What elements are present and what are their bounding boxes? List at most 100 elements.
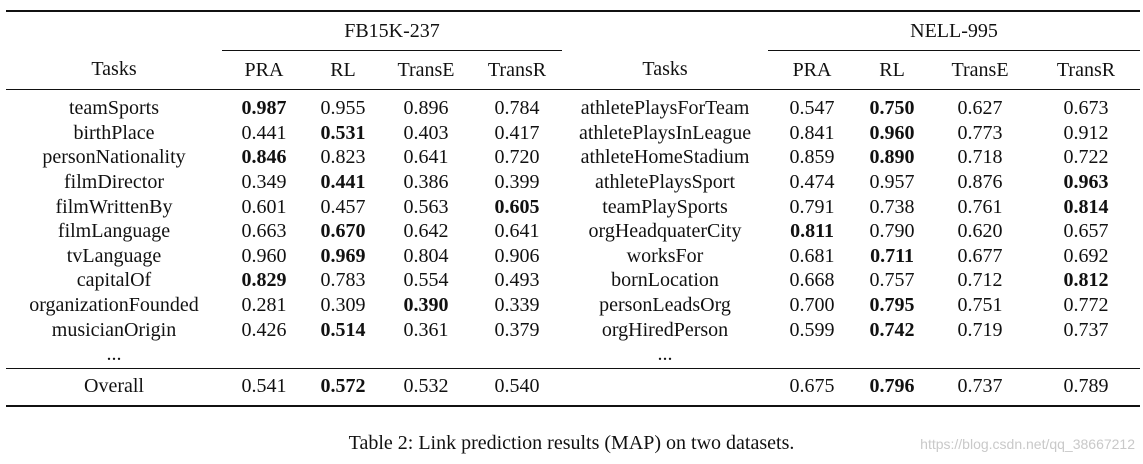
overall-cell: 0.737	[928, 367, 1033, 407]
task-name: personLeadsOrg	[599, 294, 731, 317]
score-cell: 0.361	[403, 318, 449, 341]
score-cell: 0.657	[1063, 220, 1109, 243]
score-cell: 0.493	[494, 269, 540, 292]
score-cell: 0.641	[494, 220, 540, 243]
task-name: bornLocation	[611, 269, 719, 292]
score-cell: 0.417	[494, 121, 540, 144]
watermark: https://blog.csdn.net/qq_38667212	[920, 436, 1135, 452]
score-cell: 0.742	[869, 318, 915, 341]
score-cell: 0.601	[241, 195, 287, 218]
score-cell: 0.791	[789, 195, 835, 218]
col-header: RL	[879, 58, 905, 81]
score-cell: 0.668	[789, 269, 835, 292]
overall-cell: 0.675	[768, 367, 857, 407]
task-name: worksFor	[626, 244, 704, 267]
task-name: organizationFounded	[29, 294, 199, 317]
column-header-row: Tasks PRA RL TransE TransR Tasks PRA RL …	[6, 51, 1141, 90]
table-row: capitalOf 0.829 0.783 0.554 0.493 bornLocatio…	[6, 268, 1140, 293]
score-cell: 0.811	[790, 220, 834, 243]
score-cell: 0.403	[403, 121, 449, 144]
table-row: filmDirector 0.349 0.441 0.386 0.399 athleteP…	[6, 170, 1140, 195]
score-cell: 0.718	[957, 146, 1003, 169]
table-row: birthPlace 0.441 0.531 0.403 0.417 athletePla…	[6, 121, 1140, 146]
score-cell: 0.859	[789, 146, 835, 169]
task-name: personNationality	[42, 146, 186, 169]
score-cell: 0.814	[1063, 195, 1109, 218]
score-cell: 0.841	[789, 121, 835, 144]
task-name: capitalOf	[76, 269, 152, 292]
score-cell: 0.737	[1063, 318, 1109, 341]
table-caption: Table 2: Link prediction results (MAP) o…	[348, 432, 795, 454]
group-fb15k: FB15K-237	[222, 11, 563, 51]
score-cell: 0.957	[869, 171, 915, 194]
score-cell: 0.969	[320, 244, 366, 267]
score-cell: 0.563	[403, 195, 449, 218]
score-cell: 0.620	[957, 220, 1003, 243]
task-name: athletePlaysInLeague	[578, 121, 752, 144]
score-cell: 0.761	[957, 195, 1003, 218]
col-header: PRA	[244, 58, 284, 81]
score-cell: 0.906	[494, 244, 540, 267]
score-cell: 0.281	[241, 294, 287, 317]
overall-cell: 0.541	[222, 367, 306, 407]
table-body: teamSports 0.987 0.955 0.896 0.784 athletePla…	[6, 90, 1140, 342]
table-row: teamSports 0.987 0.955 0.896 0.784 athletePla…	[6, 90, 1140, 121]
score-cell: 0.599	[789, 318, 835, 341]
col-header: Tasks	[642, 58, 688, 81]
col-header: TransE	[397, 58, 455, 81]
table-row: organizationFounded 0.281 0.309 0.390 0.339 p…	[6, 293, 1140, 318]
score-cell: 0.773	[957, 121, 1003, 144]
overall-row: Overall 0.541 0.572 0.532 0.540 0.675 0.…	[6, 367, 1141, 407]
score-cell: 0.750	[869, 97, 915, 120]
results-table-container: FB15K-237 NELL-995 Tasks PRA RL TransE T…	[6, 10, 1141, 407]
score-cell: 0.795	[869, 294, 915, 317]
col-header: RL	[330, 58, 356, 81]
ellipsis-right: ...	[657, 343, 673, 366]
score-cell: 0.441	[241, 121, 287, 144]
score-cell: 0.514	[320, 318, 366, 341]
col-header: TransR	[487, 58, 547, 81]
task-name: tvLanguage	[66, 244, 162, 267]
score-cell: 0.386	[403, 171, 449, 194]
score-cell: 0.823	[320, 146, 366, 169]
task-name: athletePlaysSport	[595, 171, 735, 194]
table-row: tvLanguage 0.960 0.969 0.804 0.906 worksFor 0.…	[6, 244, 1140, 269]
group-nell: NELL-995	[768, 11, 1141, 51]
group-header-row: FB15K-237 NELL-995	[6, 11, 1141, 51]
score-cell: 0.846	[241, 146, 287, 169]
table-row: personNationality 0.846 0.823 0.641 0.720 ath…	[6, 145, 1140, 170]
table-row: musicianOrigin 0.426 0.514 0.361 0.379 orgHir…	[6, 317, 1140, 342]
score-cell: 0.399	[494, 171, 540, 194]
task-name: teamSports	[69, 97, 159, 120]
score-cell: 0.751	[957, 294, 1003, 317]
task-name: teamPlaySports	[602, 195, 728, 218]
task-name: filmWrittenBy	[55, 195, 173, 218]
score-cell: 0.390	[403, 294, 449, 317]
score-cell: 0.719	[957, 318, 1003, 341]
score-cell: 0.720	[494, 146, 540, 169]
score-cell: 0.812	[1063, 269, 1109, 292]
score-cell: 0.783	[320, 269, 366, 292]
score-cell: 0.960	[869, 121, 915, 144]
score-cell: 0.474	[789, 171, 835, 194]
score-cell: 0.772	[1063, 294, 1109, 317]
score-cell: 0.960	[241, 244, 287, 267]
col-header: TransE	[951, 58, 1009, 81]
score-cell: 0.426	[241, 318, 287, 341]
overall-cell: 0.540	[472, 367, 563, 407]
task-name: athletePlaysForTeam	[580, 97, 750, 120]
score-cell: 0.379	[494, 318, 540, 341]
score-cell: 0.554	[403, 269, 449, 292]
overall-cell: 0.572	[306, 367, 380, 407]
score-cell: 0.663	[241, 220, 287, 243]
col-header: PRA	[792, 58, 832, 81]
score-cell: 0.722	[1063, 146, 1109, 169]
task-name: musicianOrigin	[51, 318, 177, 341]
score-cell: 0.738	[869, 195, 915, 218]
table-row: filmWrittenBy 0.601 0.457 0.563 0.605 teamPla…	[6, 194, 1140, 219]
score-cell: 0.547	[789, 97, 835, 120]
score-cell: 0.955	[320, 97, 366, 120]
score-cell: 0.681	[789, 244, 835, 267]
table-row: filmLanguage 0.663 0.670 0.642 0.641 orgHeadq…	[6, 219, 1140, 244]
score-cell: 0.670	[320, 220, 366, 243]
